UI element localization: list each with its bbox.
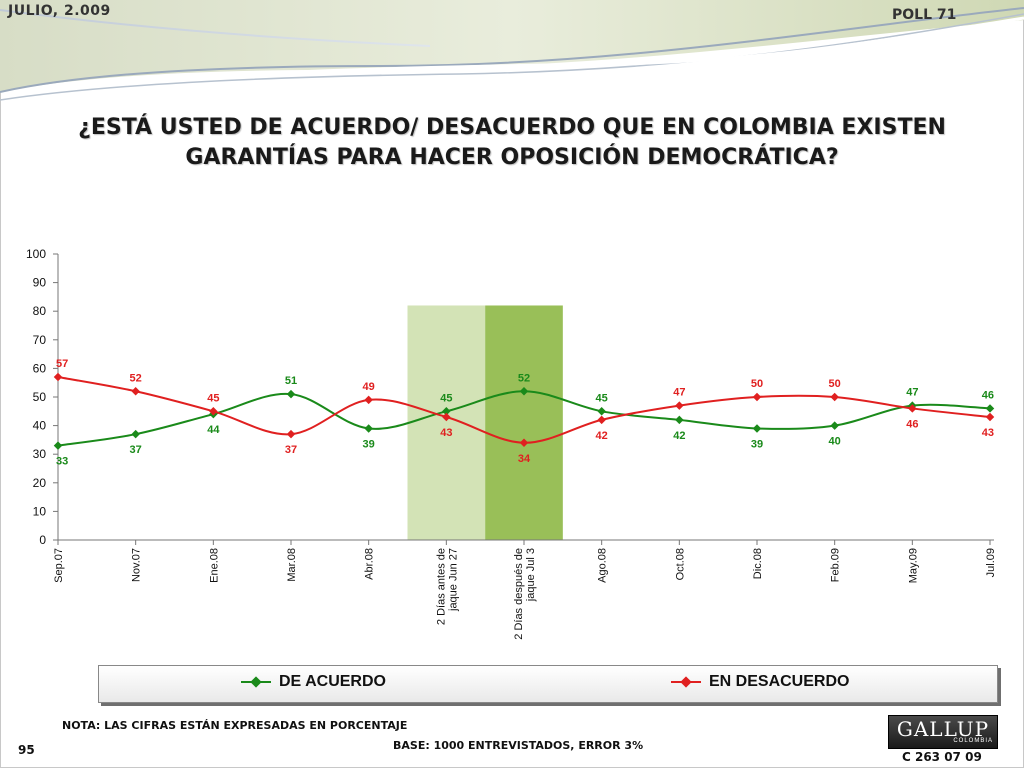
data-label-0: 47: [906, 387, 918, 399]
document-code: C 263 07 09: [902, 750, 982, 764]
series-marker-1: [675, 401, 684, 410]
legend-item-de-acuerdo: DE ACUERDO: [241, 673, 386, 691]
x-tick-label: Ago.08: [597, 548, 609, 583]
series-marker-0: [752, 424, 762, 433]
data-label-1: 52: [130, 372, 142, 384]
series-marker-0: [597, 407, 606, 416]
footnote: NOTA: LAS CIFRAS ESTÁN EXPRESADAS EN POR…: [62, 719, 408, 732]
series-marker-0: [53, 441, 63, 450]
x-tick-label: Abr.08: [364, 548, 376, 580]
legend-swatch-en-desacuerdo: [671, 676, 701, 688]
data-label-0: 45: [596, 392, 608, 404]
data-label-0: 39: [363, 438, 375, 450]
y-tick-label: 10: [33, 504, 47, 518]
series-marker-0: [519, 387, 529, 396]
series-marker-1: [597, 415, 606, 425]
series-marker-1: [830, 392, 839, 402]
data-label-1: 43: [440, 427, 452, 439]
x-tick-label: 2 Días después dejaque Jul 3: [513, 548, 537, 640]
series-marker-1: [209, 407, 218, 416]
x-tick-label: May.09: [907, 548, 919, 583]
x-tick-label: Nov.07: [131, 548, 143, 582]
x-tick-label: Ene.08: [208, 548, 220, 583]
y-tick-label: 40: [33, 419, 47, 433]
series-marker-0: [830, 421, 839, 430]
data-label-1: 47: [673, 387, 685, 399]
x-tick-label: Feb.09: [830, 548, 842, 582]
series-marker-1: [131, 387, 140, 396]
line-chart: 0 10 20 30 40 50 60 70 80 90 100 Sep.07 Nov.07 Ene.08…: [26, 247, 997, 640]
x-tick-label: 2 Días antes dejaque Jun 27: [435, 548, 459, 625]
highlight-band-1: [485, 305, 563, 540]
x-tick-label: Mar.08: [286, 548, 298, 582]
series-marker-1: [985, 412, 995, 422]
legend-label: EN DESACUERDO: [709, 673, 850, 690]
series-marker-1: [286, 429, 296, 439]
header-swoosh-decoration: [0, 0, 1024, 101]
legend-swatch-de-acuerdo: [241, 676, 271, 688]
logo-wordmark: GALLUP: [896, 717, 990, 741]
series-marker-1: [908, 404, 917, 413]
data-label-1: 45: [207, 392, 219, 404]
sample-base: BASE: 1000 ENTREVISTADOS, ERROR 3%: [393, 739, 644, 752]
data-label-1: 37: [285, 444, 297, 456]
data-label-0: 42: [673, 430, 685, 442]
legend-item-en-desacuerdo: EN DESACUERDO: [671, 673, 849, 691]
data-label-1: 34: [518, 453, 531, 465]
series-marker-1: [53, 372, 63, 382]
chart-legend: DE ACUERDO EN DESACUERDO: [98, 665, 998, 703]
data-label-0: 46: [982, 389, 994, 401]
data-label-0: 37: [130, 444, 142, 456]
y-tick-label: 100: [26, 247, 46, 261]
series-marker-0: [286, 389, 296, 399]
data-label-1: 49: [363, 381, 375, 393]
series-marker-1: [752, 392, 762, 402]
series-marker-0: [131, 429, 140, 439]
y-tick-label: 50: [33, 390, 47, 404]
data-label-0: 44: [207, 424, 220, 436]
x-tick-label: Jul.09: [985, 548, 997, 577]
chart-title: ¿ESTÁ USTED DE ACUERDO/ DESACUERDO QUE E…: [78, 115, 946, 170]
series-marker-0: [675, 415, 684, 425]
y-tick-label: 30: [33, 447, 47, 461]
x-tick-label: Dic.08: [752, 548, 764, 579]
data-label-0: 51: [285, 375, 297, 387]
data-label-1: 50: [829, 378, 841, 390]
data-label-0: 40: [829, 436, 841, 448]
x-tick-label: Oct.08: [674, 548, 686, 580]
data-label-1: 46: [906, 418, 918, 430]
data-label-0: 52: [518, 372, 530, 384]
data-label-1: 57: [56, 358, 68, 370]
data-label-0: 39: [751, 438, 763, 450]
data-label-1: 42: [596, 430, 608, 442]
y-tick-label: 90: [33, 276, 47, 290]
series-marker-0: [364, 424, 373, 433]
series-marker-1: [442, 412, 451, 422]
x-tick-label: Sep.07: [53, 548, 65, 583]
logo-subtitle: COLOMBIA: [953, 738, 993, 744]
page-number: 95: [18, 743, 35, 757]
data-label-0: 45: [440, 392, 452, 404]
data-label-0: 33: [56, 456, 68, 468]
highlight-band-0: [407, 305, 486, 540]
y-tick-label: 80: [33, 304, 47, 318]
series-marker-0: [985, 404, 995, 413]
legend-label: DE ACUERDO: [279, 673, 386, 690]
data-label-1: 50: [751, 378, 763, 390]
report-date: JULIO, 2.009: [8, 3, 111, 19]
series-marker-0: [442, 407, 451, 416]
gallup-logo: GALLUP COLOMBIA: [888, 715, 998, 749]
y-tick-label: 0: [39, 533, 46, 547]
y-tick-label: 70: [33, 333, 47, 347]
y-tick-label: 60: [33, 361, 47, 375]
series-marker-1: [364, 395, 373, 405]
y-tick-label: 20: [33, 476, 47, 490]
poll-number: POLL 71: [892, 7, 957, 23]
data-label-1: 43: [982, 427, 994, 439]
